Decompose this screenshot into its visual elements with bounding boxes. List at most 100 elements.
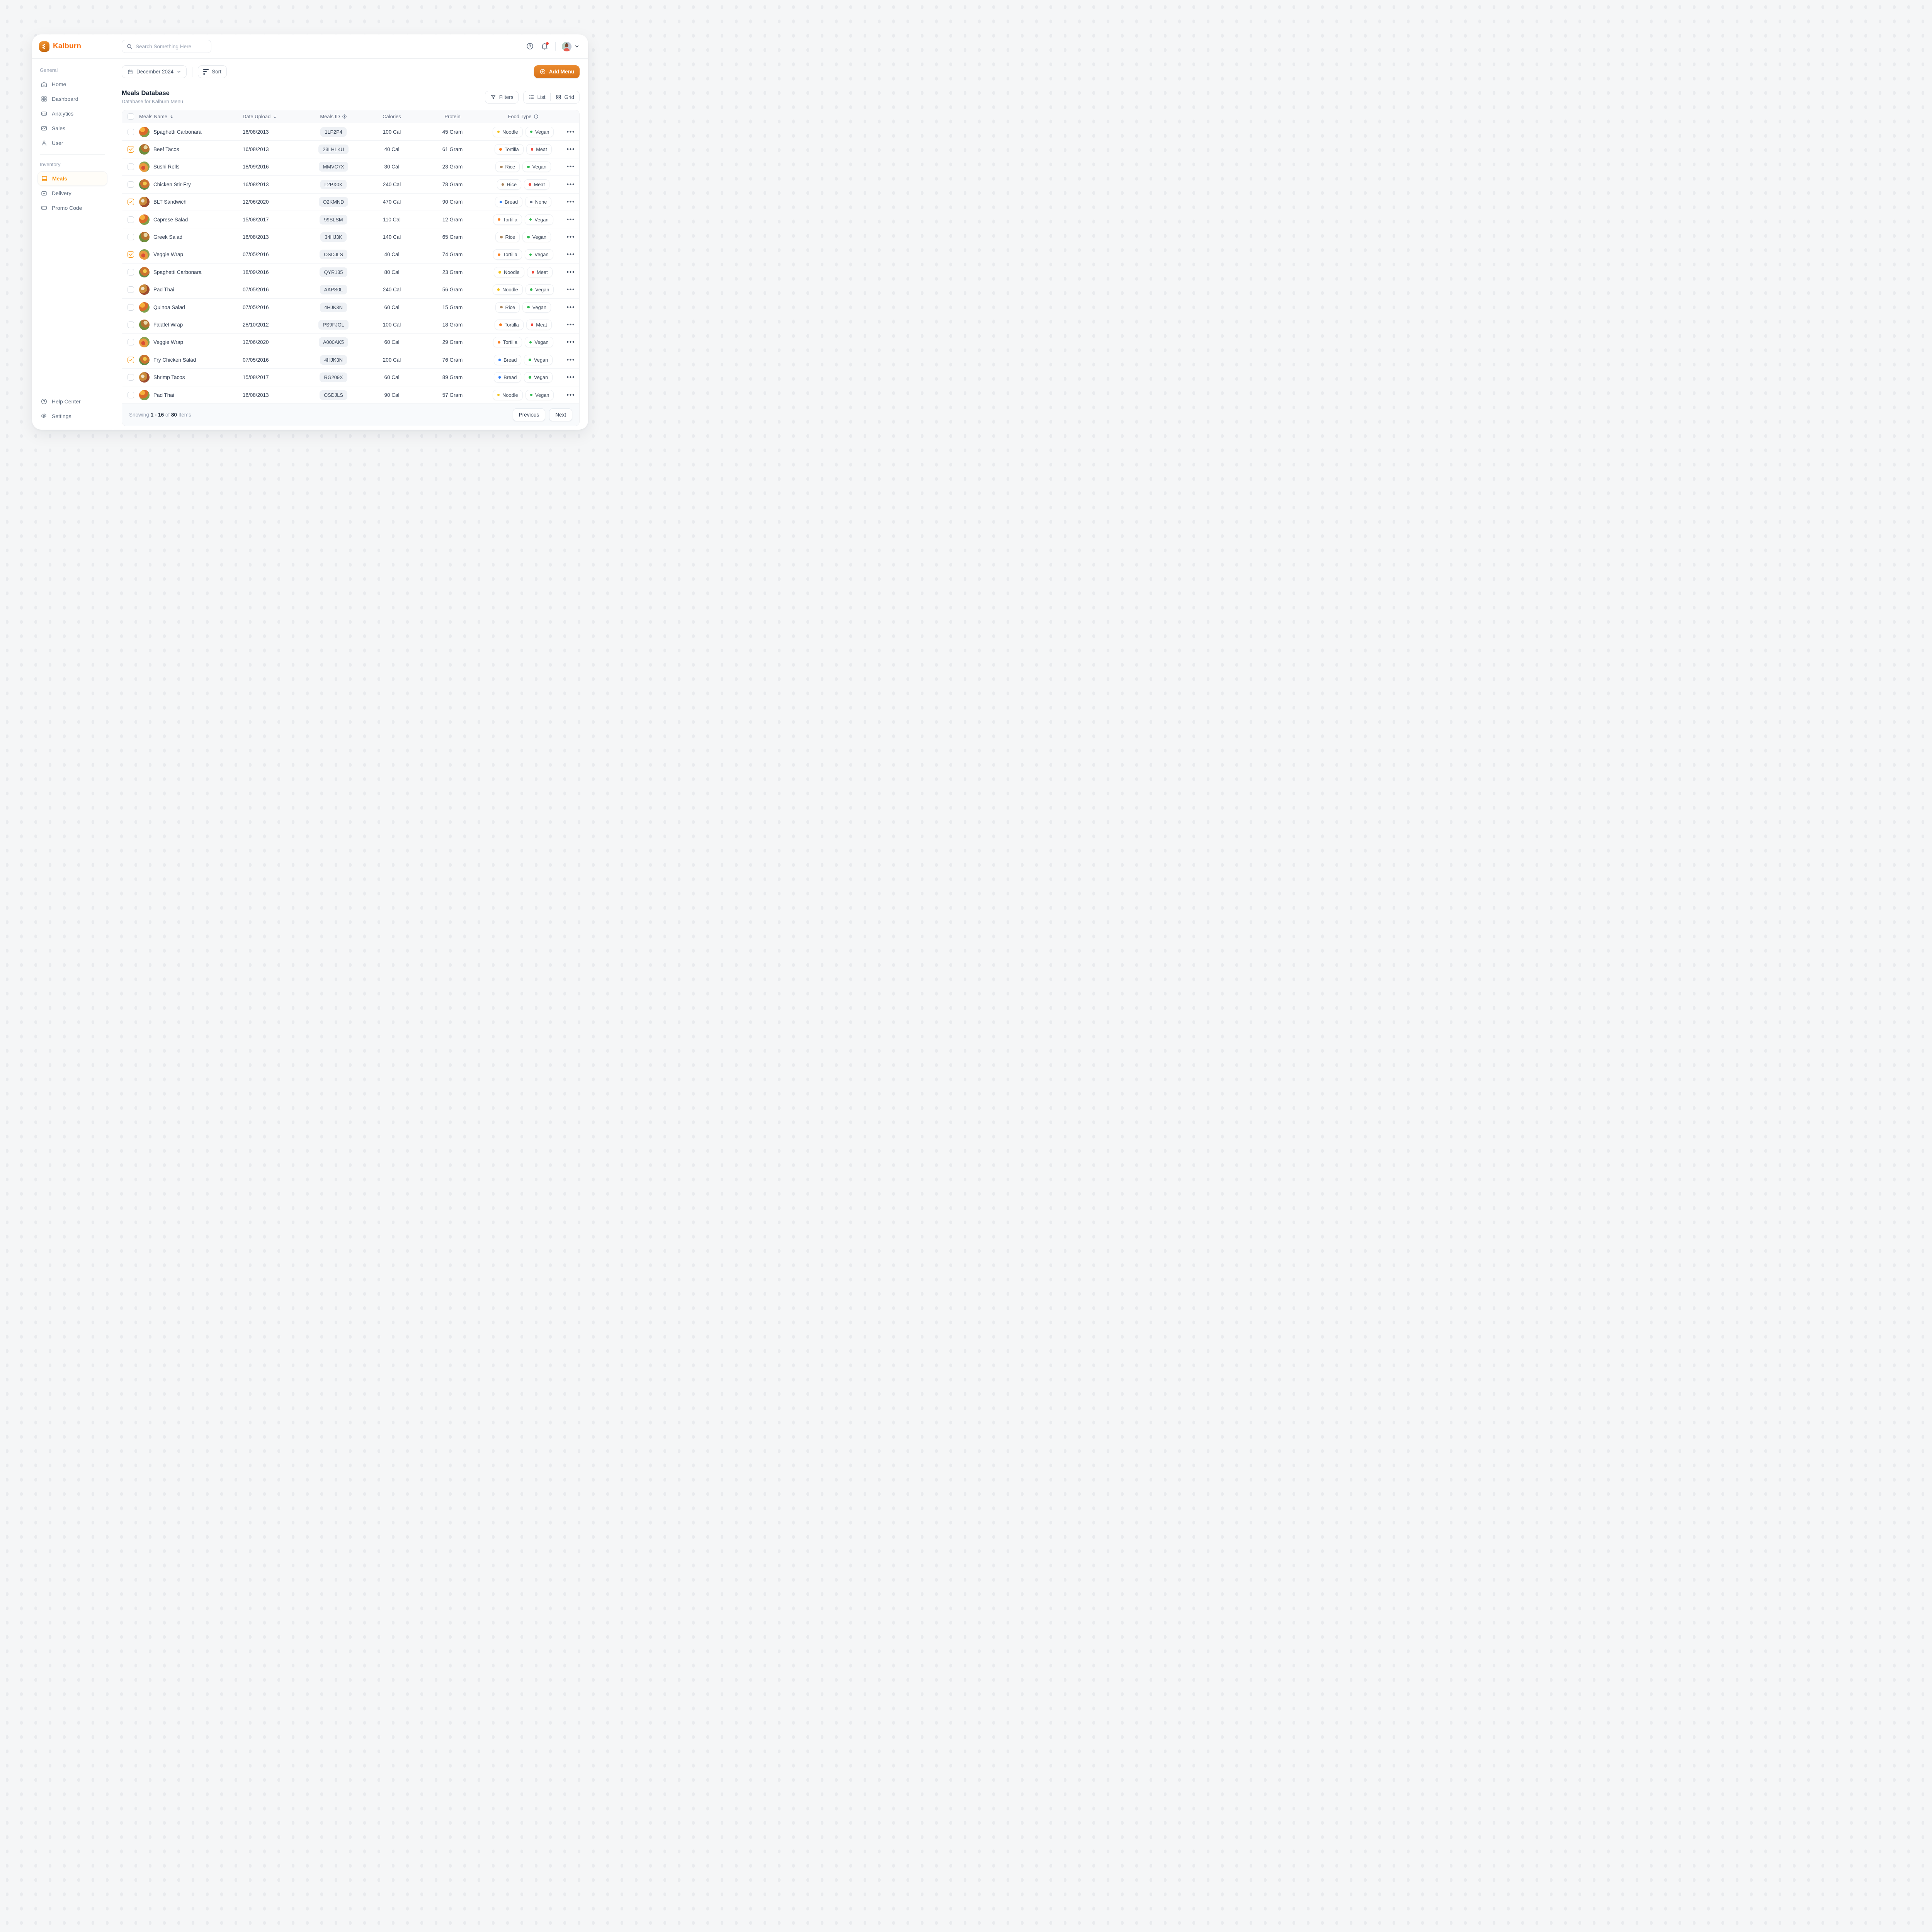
- row-actions-ellipsis-icon[interactable]: •••: [566, 321, 575, 328]
- row-checkbox[interactable]: [127, 356, 134, 363]
- table-row[interactable]: Pad Thai 07/05/2016 AAPS0L 240 Cal 56 Gr…: [122, 281, 579, 298]
- date-filter-button[interactable]: December 2024: [122, 65, 187, 78]
- row-checkbox[interactable]: [127, 339, 134, 346]
- meal-id-badge: RG209X: [320, 372, 347, 383]
- table-row[interactable]: Spaghetti Carbonara 18/09/2016 QYR135 80…: [122, 263, 579, 281]
- meals-icon: [41, 175, 48, 182]
- column-header-date-upload[interactable]: Date Upload: [243, 114, 304, 119]
- row-checkbox[interactable]: [127, 286, 134, 293]
- meal-protein: 56 Gram: [442, 287, 463, 293]
- sidebar-item-meals[interactable]: Meals: [37, 171, 107, 186]
- sidebar-item-delivery[interactable]: Delivery: [37, 186, 107, 201]
- row-actions-ellipsis-icon[interactable]: •••: [566, 181, 575, 188]
- select-all-checkbox[interactable]: [127, 113, 134, 120]
- table-row[interactable]: Falafel Wrap 28/10/2012 PS9FJGL 100 Cal …: [122, 316, 579, 333]
- food-type-badge: Vegan: [524, 354, 553, 365]
- next-page-button[interactable]: Next: [549, 408, 572, 422]
- column-header-meals-id[interactable]: Meals ID: [304, 114, 362, 119]
- view-list-button[interactable]: List: [524, 91, 550, 103]
- chevron-down-icon: [574, 44, 580, 49]
- food-type-dot: [527, 306, 530, 309]
- row-actions-ellipsis-icon[interactable]: •••: [566, 216, 575, 223]
- notifications-bell-icon[interactable]: [541, 42, 549, 51]
- search-input[interactable]: [136, 43, 207, 49]
- meal-date-upload: 07/05/2016: [243, 252, 269, 258]
- table-row[interactable]: Shrimp Tacos 15/08/2017 RG209X 60 Cal 89…: [122, 368, 579, 386]
- column-header-protein[interactable]: Protein: [444, 114, 461, 119]
- table-row[interactable]: Quinoa Salad 07/05/2016 4HJK3N 60 Cal 15…: [122, 298, 579, 316]
- table-row[interactable]: Greek Salad 16/08/2013 34HJ3K 140 Cal 65…: [122, 228, 579, 245]
- meal-date-upload: 16/08/2013: [243, 181, 269, 187]
- food-type-dot: [529, 341, 532, 344]
- search-box[interactable]: [122, 40, 211, 53]
- row-actions-ellipsis-icon[interactable]: •••: [566, 356, 575, 363]
- brand-header: Kalburn: [32, 34, 113, 59]
- food-type-badge: Vegan: [524, 249, 553, 260]
- column-header-meals-name[interactable]: Meals Name: [139, 114, 243, 119]
- table-row[interactable]: Chicken Stir-Fry 16/08/2013 L2PX0K 240 C…: [122, 175, 579, 193]
- filters-button[interactable]: Filters: [485, 90, 519, 104]
- food-type-badge: Noodle: [492, 389, 523, 400]
- sidebar-item-settings[interactable]: Settings: [37, 409, 107, 423]
- row-actions-ellipsis-icon[interactable]: •••: [566, 163, 575, 170]
- row-checkbox[interactable]: [127, 146, 134, 153]
- table-row[interactable]: Pad Thai 16/08/2013 OSDJLS 90 Cal 57 Gra…: [122, 386, 579, 403]
- row-actions-ellipsis-icon[interactable]: •••: [566, 269, 575, 276]
- row-checkbox[interactable]: [127, 304, 134, 311]
- row-actions-ellipsis-icon[interactable]: •••: [566, 391, 575, 398]
- row-actions-ellipsis-icon[interactable]: •••: [566, 146, 575, 153]
- add-menu-button[interactable]: Add Menu: [534, 65, 580, 78]
- column-header-calories[interactable]: Calories: [383, 114, 401, 119]
- meal-protein: 78 Gram: [442, 181, 463, 187]
- table-row[interactable]: Spaghetti Carbonara 16/08/2013 1LP2P4 10…: [122, 123, 579, 140]
- row-checkbox[interactable]: [127, 269, 134, 276]
- sidebar-item-home[interactable]: Home: [37, 77, 107, 92]
- sidebar-item-help-center[interactable]: Help Center: [37, 394, 107, 409]
- column-header-food-type[interactable]: Food Type: [484, 114, 563, 119]
- table-row[interactable]: Fry Chicken Salad 07/05/2016 4HJK3N 200 …: [122, 351, 579, 368]
- table-row[interactable]: Beef Tacos 16/08/2013 23LHLKU 40 Cal 61 …: [122, 140, 579, 158]
- row-checkbox[interactable]: [127, 163, 134, 170]
- meal-protein: 23 Gram: [442, 269, 463, 275]
- row-checkbox[interactable]: [127, 234, 134, 241]
- account-menu[interactable]: [562, 41, 580, 51]
- row-actions-ellipsis-icon[interactable]: •••: [566, 304, 575, 311]
- row-checkbox[interactable]: [127, 321, 134, 328]
- row-actions-ellipsis-icon[interactable]: •••: [566, 234, 575, 241]
- table-row[interactable]: Caprese Salad 15/08/2017 99SLSM 110 Cal …: [122, 210, 579, 228]
- view-grid-button[interactable]: Grid: [551, 91, 579, 103]
- row-checkbox[interactable]: [127, 391, 134, 398]
- table-row[interactable]: Veggie Wrap 12/06/2020 A000AK5 60 Cal 29…: [122, 333, 579, 351]
- row-checkbox[interactable]: [127, 216, 134, 223]
- row-actions-ellipsis-icon[interactable]: •••: [566, 339, 575, 346]
- meal-id-badge: OSDJLS: [320, 250, 347, 260]
- row-actions-ellipsis-icon[interactable]: •••: [566, 374, 575, 381]
- sidebar-item-sales[interactable]: Sales: [37, 121, 107, 136]
- row-actions-ellipsis-icon[interactable]: •••: [566, 128, 575, 135]
- table-row[interactable]: Sushi Rolls 18/09/2016 MMVC7X 30 Cal 23 …: [122, 158, 579, 175]
- row-actions-ellipsis-icon[interactable]: •••: [566, 251, 575, 258]
- sidebar-item-dashboard[interactable]: Dashboard: [37, 92, 107, 106]
- table-row[interactable]: Veggie Wrap 07/05/2016 OSDJLS 40 Cal 74 …: [122, 245, 579, 263]
- sidebar-item-user[interactable]: User: [37, 136, 107, 150]
- row-actions-ellipsis-icon[interactable]: •••: [566, 199, 575, 206]
- sidebar-item-analytics[interactable]: Analytics: [37, 106, 107, 121]
- row-checkbox[interactable]: [127, 128, 134, 135]
- sort-button[interactable]: Sort: [198, 65, 227, 78]
- meal-calories: 60 Cal: [384, 339, 400, 345]
- row-checkbox[interactable]: [127, 251, 134, 258]
- main-area: December 2024 Sort Add Menu: [113, 34, 588, 430]
- row-checkbox[interactable]: [127, 199, 134, 206]
- previous-page-button[interactable]: Previous: [512, 408, 546, 422]
- meal-photo: [139, 284, 150, 295]
- table-row[interactable]: BLT Sandwich 12/06/2020 O2KMND 470 Cal 9…: [122, 193, 579, 211]
- help-circle-icon[interactable]: [526, 42, 534, 51]
- add-menu-label: Add Menu: [549, 69, 574, 75]
- meal-name: Spaghetti Carbonara: [153, 129, 202, 135]
- sidebar-item-promo-code[interactable]: Promo Code: [37, 201, 107, 215]
- home-icon: [41, 81, 48, 88]
- row-actions-ellipsis-icon[interactable]: •••: [566, 286, 575, 293]
- row-checkbox[interactable]: [127, 374, 134, 381]
- row-checkbox[interactable]: [127, 181, 134, 188]
- info-icon: [342, 114, 347, 119]
